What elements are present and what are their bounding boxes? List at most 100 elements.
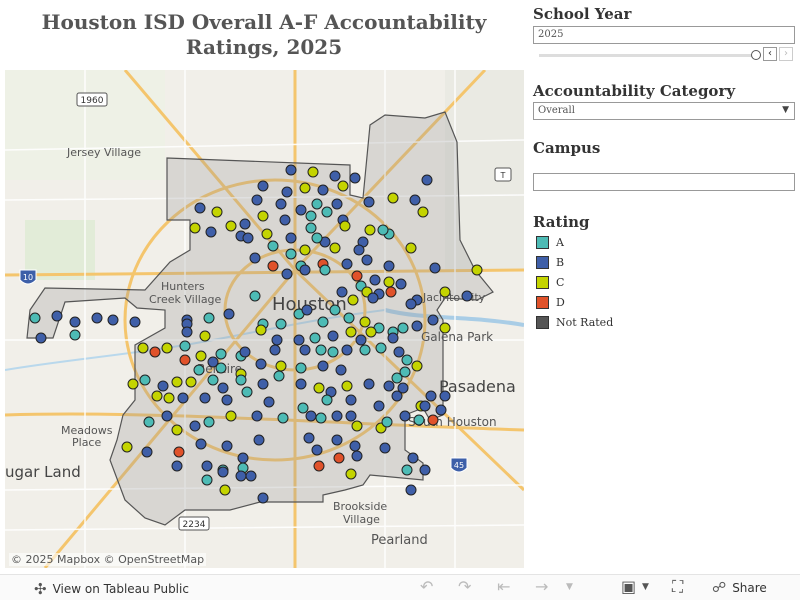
school-marker[interactable] bbox=[299, 344, 311, 356]
school-marker[interactable] bbox=[267, 260, 279, 272]
school-marker[interactable] bbox=[295, 362, 307, 374]
school-marker[interactable] bbox=[267, 240, 279, 252]
school-marker[interactable] bbox=[257, 492, 269, 504]
school-marker[interactable] bbox=[375, 342, 387, 354]
school-marker[interactable] bbox=[305, 410, 317, 422]
school-marker[interactable] bbox=[341, 258, 353, 270]
redo-icon[interactable]: ↷ bbox=[458, 577, 472, 596]
school-marker[interactable] bbox=[221, 394, 233, 406]
school-marker[interactable] bbox=[139, 374, 151, 386]
school-marker[interactable] bbox=[329, 304, 341, 316]
school-marker[interactable] bbox=[311, 198, 323, 210]
fullscreen-icon[interactable]: ⛶ bbox=[672, 577, 684, 596]
school-marker[interactable] bbox=[377, 224, 389, 236]
school-marker[interactable] bbox=[281, 186, 293, 198]
school-marker[interactable] bbox=[339, 220, 351, 232]
school-marker[interactable] bbox=[401, 354, 413, 366]
school-marker[interactable] bbox=[285, 248, 297, 260]
slider-thumb[interactable] bbox=[751, 50, 761, 60]
school-marker[interactable] bbox=[345, 394, 357, 406]
school-marker[interactable] bbox=[151, 390, 163, 402]
school-marker[interactable] bbox=[171, 424, 183, 436]
school-marker[interactable] bbox=[29, 312, 41, 324]
school-marker[interactable] bbox=[303, 432, 315, 444]
download-icon[interactable]: ▣ bbox=[621, 577, 637, 596]
school-ratings-map[interactable]: 1960 2234 10 45 T Jersey Village Hunters… bbox=[5, 70, 524, 568]
legend-item[interactable]: Not Rated bbox=[533, 312, 795, 332]
slider-track[interactable] bbox=[539, 54, 755, 57]
school-marker[interactable] bbox=[333, 452, 345, 464]
school-marker[interactable] bbox=[189, 420, 201, 432]
school-marker[interactable] bbox=[405, 484, 417, 496]
school-marker[interactable] bbox=[163, 392, 175, 404]
school-marker[interactable] bbox=[331, 434, 343, 446]
school-marker[interactable] bbox=[341, 344, 353, 356]
school-marker[interactable] bbox=[307, 166, 319, 178]
school-marker[interactable] bbox=[395, 278, 407, 290]
school-marker[interactable] bbox=[281, 268, 293, 280]
school-marker[interactable] bbox=[327, 346, 339, 358]
school-marker[interactable] bbox=[345, 410, 357, 422]
school-marker[interactable] bbox=[242, 232, 254, 244]
school-marker[interactable] bbox=[237, 452, 249, 464]
school-marker[interactable] bbox=[345, 468, 357, 480]
school-marker[interactable] bbox=[311, 232, 323, 244]
school-marker[interactable] bbox=[471, 264, 483, 276]
school-marker[interactable] bbox=[351, 420, 363, 432]
school-marker[interactable] bbox=[157, 380, 169, 392]
school-marker[interactable] bbox=[351, 450, 363, 462]
school-marker[interactable] bbox=[425, 390, 437, 402]
school-marker[interactable] bbox=[427, 314, 439, 326]
school-marker[interactable] bbox=[293, 334, 305, 346]
school-marker[interactable] bbox=[205, 226, 217, 238]
school-marker[interactable] bbox=[211, 206, 223, 218]
school-marker[interactable] bbox=[359, 316, 371, 328]
previous-year-button[interactable]: ‹ bbox=[763, 47, 777, 61]
school-marker[interactable] bbox=[35, 332, 47, 344]
school-marker[interactable] bbox=[429, 262, 441, 274]
legend-item[interactable]: B bbox=[533, 252, 795, 272]
school-marker[interactable] bbox=[239, 346, 251, 358]
school-marker[interactable] bbox=[203, 416, 215, 428]
school-marker[interactable] bbox=[299, 182, 311, 194]
school-marker[interactable] bbox=[365, 326, 377, 338]
school-marker[interactable] bbox=[69, 329, 81, 341]
school-marker[interactable] bbox=[361, 254, 373, 266]
school-marker[interactable] bbox=[381, 416, 393, 428]
legend-item[interactable]: D bbox=[533, 292, 795, 312]
refresh-dropdown-icon[interactable]: ▼ bbox=[566, 582, 573, 592]
school-marker[interactable] bbox=[277, 412, 289, 424]
school-marker[interactable] bbox=[405, 242, 417, 254]
legend-item[interactable]: A bbox=[533, 232, 795, 252]
school-marker[interactable] bbox=[201, 460, 213, 472]
school-marker[interactable] bbox=[275, 198, 287, 210]
school-marker[interactable] bbox=[225, 410, 237, 422]
school-marker[interactable] bbox=[255, 324, 267, 336]
school-marker[interactable] bbox=[461, 290, 473, 302]
school-marker[interactable] bbox=[345, 326, 357, 338]
school-marker[interactable] bbox=[373, 400, 385, 412]
download-dropdown-icon[interactable]: ▼ bbox=[642, 582, 649, 592]
school-marker[interactable] bbox=[273, 370, 285, 382]
school-marker[interactable] bbox=[257, 210, 269, 222]
school-marker[interactable] bbox=[207, 356, 219, 368]
school-marker[interactable] bbox=[409, 194, 421, 206]
school-marker[interactable] bbox=[313, 460, 325, 472]
school-marker[interactable] bbox=[235, 470, 247, 482]
school-marker[interactable] bbox=[399, 410, 411, 422]
school-marker[interactable] bbox=[251, 410, 263, 422]
school-marker[interactable] bbox=[364, 224, 376, 236]
school-marker[interactable] bbox=[171, 460, 183, 472]
school-marker[interactable] bbox=[261, 228, 273, 240]
school-marker[interactable] bbox=[329, 170, 341, 182]
school-marker[interactable] bbox=[299, 264, 311, 276]
school-marker[interactable] bbox=[177, 392, 189, 404]
school-marker[interactable] bbox=[217, 466, 229, 478]
school-marker[interactable] bbox=[249, 290, 261, 302]
school-marker[interactable] bbox=[347, 294, 359, 306]
school-marker[interactable] bbox=[331, 198, 343, 210]
school-marker[interactable] bbox=[351, 270, 363, 282]
school-marker[interactable] bbox=[253, 434, 265, 446]
school-marker[interactable] bbox=[269, 344, 281, 356]
revert-icon[interactable]: ⇤ bbox=[497, 577, 511, 596]
